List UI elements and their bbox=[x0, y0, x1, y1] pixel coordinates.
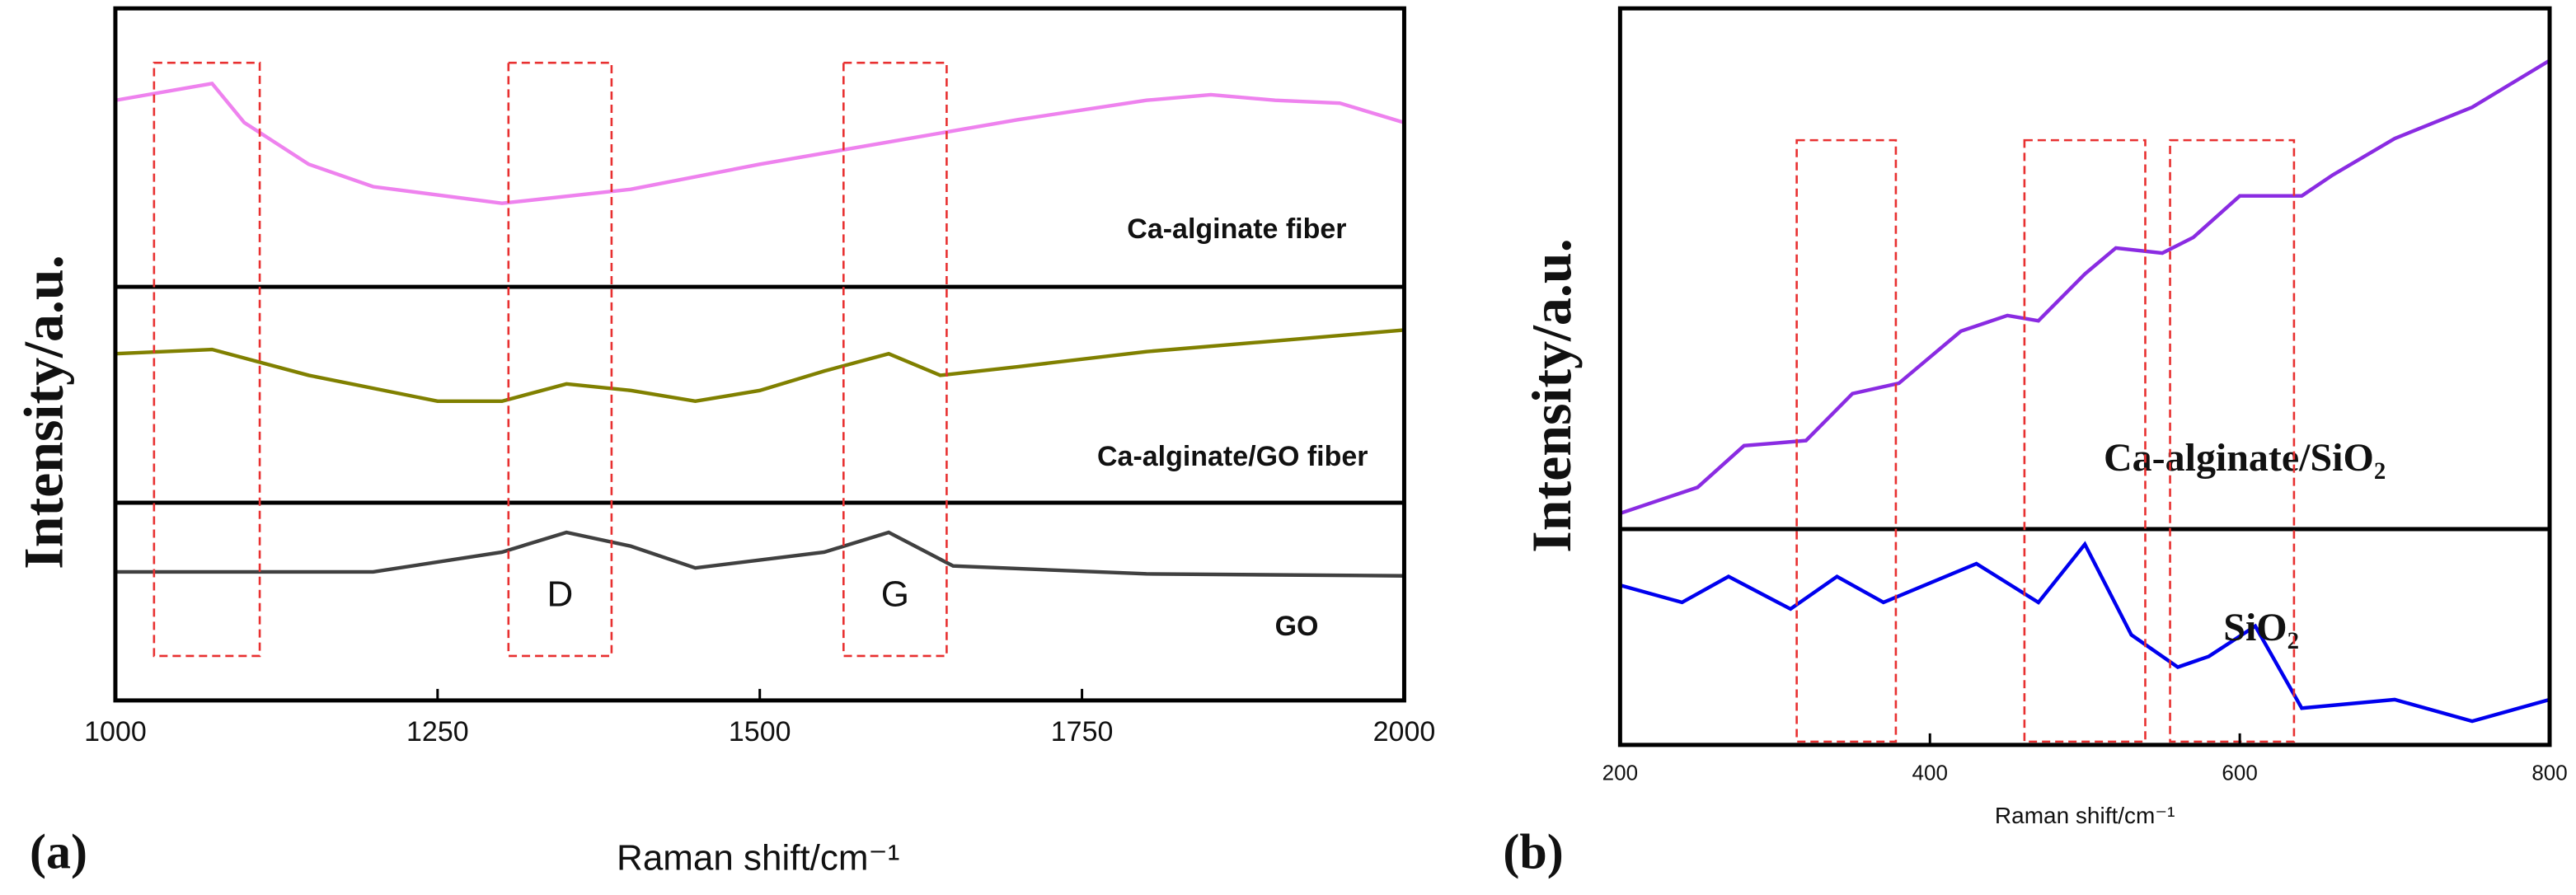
x-tick-label: 2000 bbox=[1373, 716, 1436, 747]
x-tick-label: 1000 bbox=[84, 716, 147, 747]
peak-label: D bbox=[547, 574, 573, 615]
x-tick-label: 800 bbox=[2531, 761, 2567, 785]
panel-label: (a) bbox=[30, 825, 87, 879]
series-label: Ca-alginate/GO fiber bbox=[1097, 441, 1368, 472]
highlight-region bbox=[1795, 138, 1898, 743]
y-axis-label: Intensity/a.u. bbox=[1520, 238, 1583, 552]
series-label: Ca-alginate fiber bbox=[1127, 213, 1346, 245]
x-tick-label: 1500 bbox=[729, 716, 791, 747]
series-label: Ca-alginate/SiO₂ bbox=[2104, 436, 2386, 480]
x-tick-label: 400 bbox=[1912, 761, 1948, 785]
highlight-region bbox=[152, 61, 261, 658]
spectrum-line bbox=[115, 81, 1405, 205]
x-tick-label: 1750 bbox=[1051, 716, 1114, 747]
x-tick-label: 1250 bbox=[406, 716, 469, 747]
y-axis-label: Intensity/a.u. bbox=[12, 255, 75, 569]
peak-label: G bbox=[881, 574, 909, 615]
spectrum-line bbox=[115, 328, 1405, 404]
series-label: SiO₂ bbox=[2223, 606, 2299, 649]
spectrum-line bbox=[1619, 541, 2550, 724]
highlight-region bbox=[2023, 138, 2147, 743]
highlight-region bbox=[507, 61, 613, 658]
plot-frame bbox=[1617, 6, 2552, 747]
spectrum-line bbox=[1619, 59, 2551, 516]
x-tick-label: 600 bbox=[2222, 761, 2257, 785]
plot-frame bbox=[113, 6, 1406, 703]
highlight-region bbox=[2169, 138, 2296, 743]
series-label: GO bbox=[1275, 611, 1319, 642]
highlight-region bbox=[842, 61, 948, 658]
panel-label: (b) bbox=[1503, 825, 1563, 879]
spectrum-line bbox=[115, 530, 1405, 578]
x-axis-label: Raman shift/cm⁻¹ bbox=[1995, 803, 2175, 828]
x-axis-label: Raman shift/cm⁻¹ bbox=[617, 837, 899, 878]
x-tick-label: 200 bbox=[1602, 761, 1638, 785]
